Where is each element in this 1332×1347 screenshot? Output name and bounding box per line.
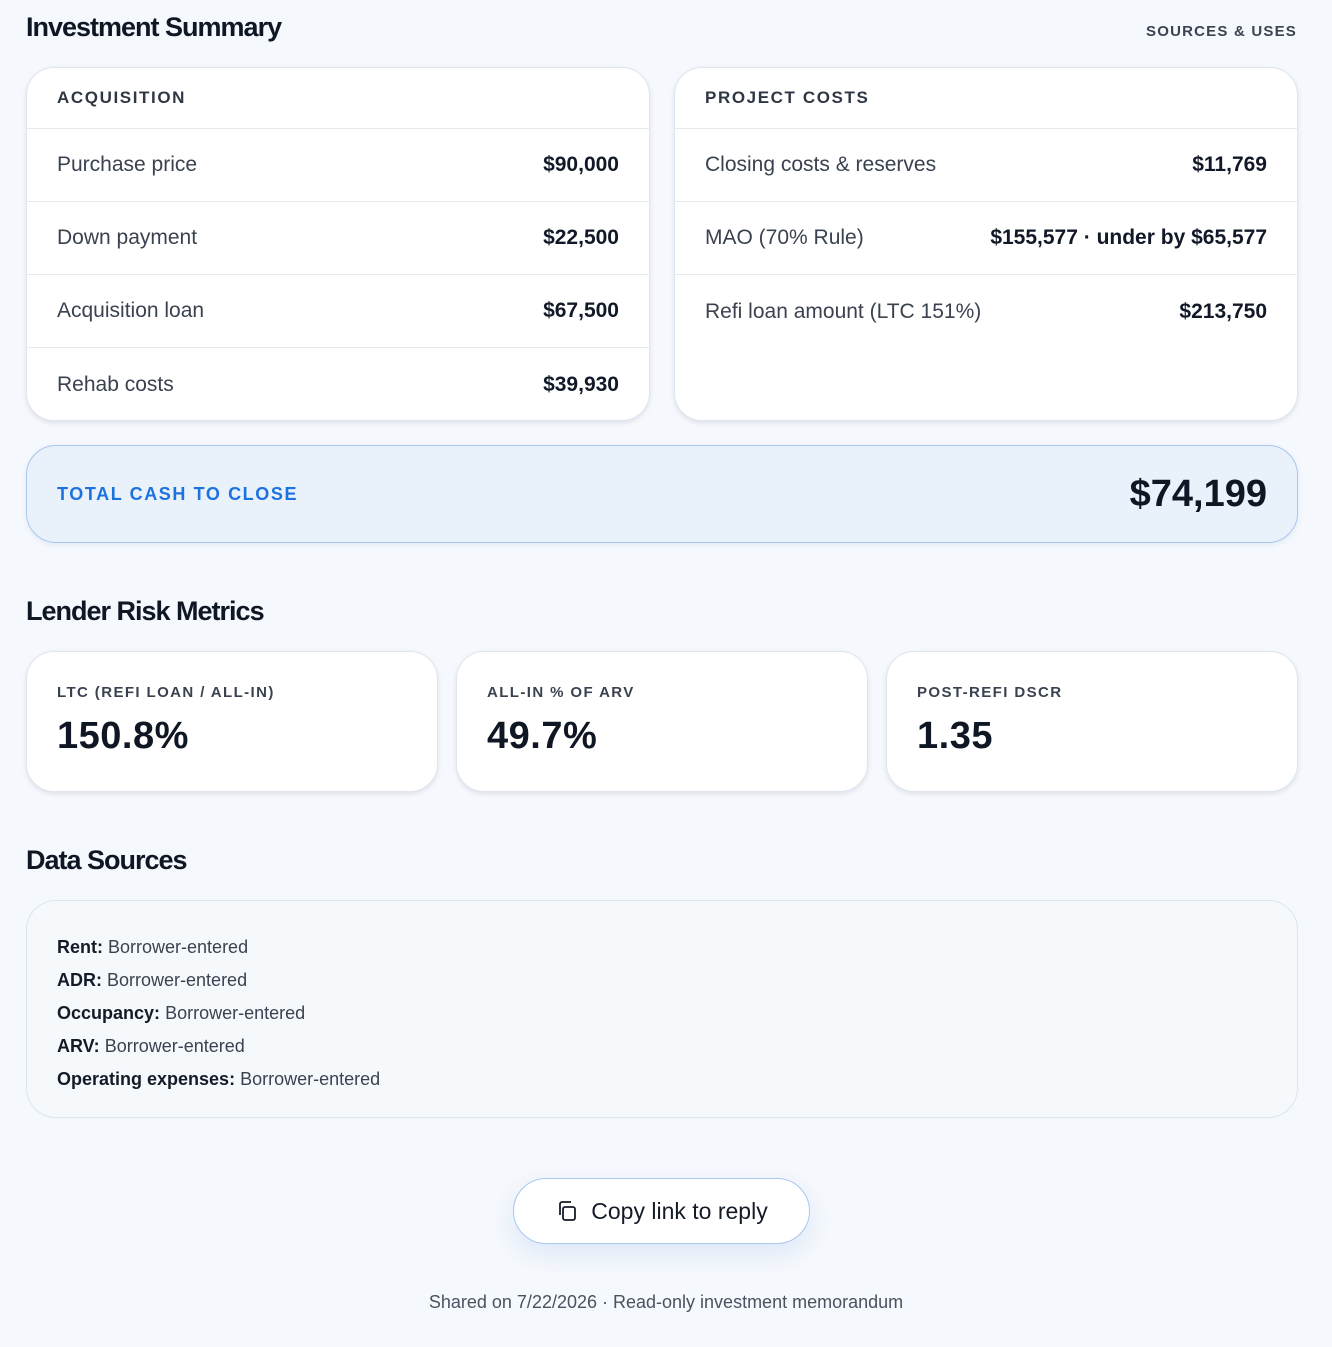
footer-text: Shared on 7/22/2026 · Read-only investme… bbox=[428, 1292, 904, 1312]
data-source-item: Occupancy: Borrower-entered bbox=[57, 997, 1267, 1030]
row-value: $11,769 bbox=[1192, 153, 1267, 176]
row-label: Rehab costs bbox=[57, 372, 174, 396]
metric-value: 150.8% bbox=[57, 715, 189, 757]
total-cash-value: $74,199 bbox=[1129, 472, 1267, 515]
data-source-key: Operating expenses: bbox=[57, 1069, 236, 1089]
metric-card-all-in-arv: ALL-IN % OF ARV 49.7% bbox=[456, 651, 868, 792]
copy-link-label: Copy link to reply bbox=[591, 1197, 768, 1224]
row-value: $22,500 bbox=[543, 226, 619, 249]
row-value: $67,500 bbox=[543, 299, 619, 322]
investment-summary-title: Investment Summary bbox=[26, 12, 282, 42]
row-label: Refi loan amount (LTC 151%) bbox=[705, 299, 982, 323]
refi-loan-row: Refi loan amount (LTC 151%) $213,750 bbox=[675, 275, 1297, 348]
row-label: Down payment bbox=[57, 226, 198, 249]
row-value: $213,750 bbox=[1179, 299, 1267, 323]
project-costs-header: PROJECT COSTS bbox=[675, 68, 1297, 129]
metric-label: LTC (REFI LOAN / ALL-IN) bbox=[57, 684, 275, 701]
mao-row: MAO (70% Rule) $155,577 · under by $65,5… bbox=[675, 202, 1297, 275]
data-source-value: Borrower-entered bbox=[107, 970, 248, 990]
data-sources-card: Rent: Borrower-entered ADR: Borrower-ent… bbox=[26, 900, 1298, 1118]
row-label: Acquisition loan bbox=[57, 299, 205, 322]
closing-costs-row: Closing costs & reserves $11,769 bbox=[675, 129, 1297, 202]
down-payment-row: Down payment $22,500 bbox=[27, 202, 649, 275]
row-label: MAO (70% Rule) bbox=[705, 226, 864, 249]
data-source-item: Rent: Borrower-entered bbox=[57, 931, 1267, 964]
acquisition-loan-row: Acquisition loan $67,500 bbox=[27, 275, 649, 348]
row-value: $90,000 bbox=[543, 153, 619, 176]
total-cash-label: TOTAL CASH TO CLOSE bbox=[57, 483, 299, 504]
data-source-item: ADR: Borrower-entered bbox=[57, 964, 1267, 997]
total-cash-to-close-card: TOTAL CASH TO CLOSE $74,199 bbox=[26, 445, 1298, 543]
metric-card-dscr: POST-REFI DSCR 1.35 bbox=[886, 651, 1298, 792]
data-source-key: Occupancy: bbox=[57, 1003, 161, 1023]
purchase-price-row: Purchase price $90,000 bbox=[27, 129, 649, 202]
data-source-key: ADR: bbox=[57, 970, 102, 990]
metric-label: ALL-IN % OF ARV bbox=[487, 684, 635, 701]
lender-risk-title: Lender Risk Metrics bbox=[26, 596, 265, 626]
data-source-item: ARV: Borrower-entered bbox=[57, 1030, 1267, 1063]
row-value: $39,930 bbox=[543, 372, 619, 396]
metric-card-ltc: LTC (REFI LOAN / ALL-IN) 150.8% bbox=[26, 651, 438, 792]
acquisition-header: ACQUISITION bbox=[27, 68, 649, 129]
row-label: Closing costs & reserves bbox=[705, 153, 937, 176]
data-source-value: Borrower-entered bbox=[240, 1069, 381, 1089]
row-label: Purchase price bbox=[57, 153, 198, 176]
data-source-value: Borrower-entered bbox=[165, 1003, 306, 1023]
metric-value: 49.7% bbox=[487, 715, 598, 757]
data-source-value: Borrower-entered bbox=[104, 1036, 245, 1056]
row-value: $155,577 · under by $65,577 bbox=[990, 226, 1267, 249]
metric-value: 1.35 bbox=[917, 715, 993, 757]
data-source-value: Borrower-entered bbox=[108, 937, 249, 957]
data-source-item: Operating expenses: Borrower-entered bbox=[57, 1063, 1267, 1096]
data-source-key: Rent: bbox=[57, 937, 103, 957]
copy-icon bbox=[555, 1199, 579, 1223]
acquisition-card: ACQUISITION Purchase price $90,000 Down … bbox=[26, 67, 650, 421]
copy-link-button[interactable]: Copy link to reply bbox=[513, 1178, 810, 1244]
rehab-costs-row: Rehab costs $39,930 bbox=[27, 348, 649, 420]
metric-label: POST-REFI DSCR bbox=[917, 684, 1063, 701]
sources-uses-label: SOURCES & USES bbox=[1146, 23, 1297, 40]
data-sources-title: Data Sources bbox=[26, 845, 188, 875]
data-source-key: ARV: bbox=[57, 1036, 100, 1056]
project-costs-card: PROJECT COSTS Closing costs & reserves $… bbox=[674, 67, 1298, 421]
